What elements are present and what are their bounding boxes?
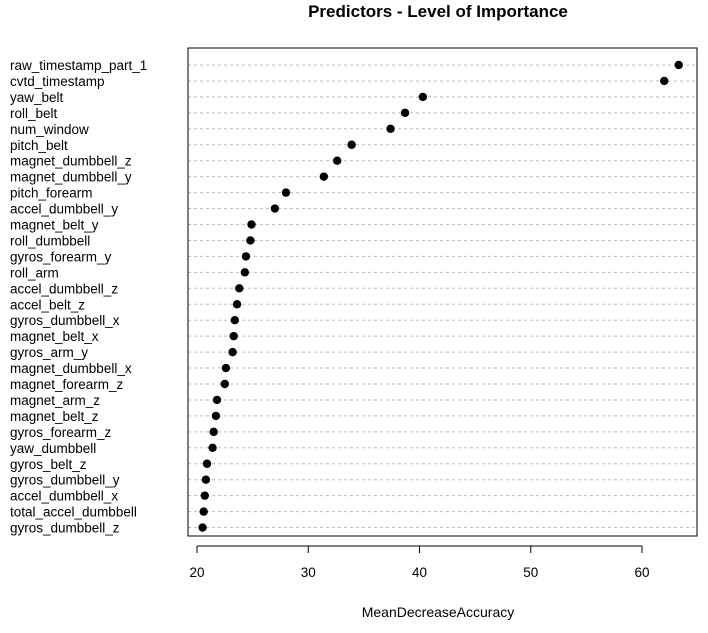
data-point (247, 220, 256, 229)
data-point (660, 76, 669, 86)
data-point (332, 156, 342, 165)
category-label: pitch_belt (10, 138, 68, 153)
data-point (240, 268, 250, 277)
category-label: roll_dumbbell (10, 233, 90, 248)
x-tick-label: 50 (523, 565, 538, 580)
category-label: roll_belt (10, 106, 58, 121)
category-label: yaw_dumbbell (10, 441, 96, 456)
category-label: magnet_dumbbell_x (10, 361, 132, 376)
data-point (319, 172, 329, 181)
x-axis: 20 30 40 50 60 (189, 545, 650, 580)
data-point (198, 523, 207, 532)
data-point (201, 475, 211, 484)
x-tick-label: 30 (301, 565, 316, 580)
data-point (230, 316, 240, 325)
data-point (386, 124, 395, 133)
data-point (400, 108, 410, 118)
data-point (418, 92, 428, 102)
x-tick-label: 60 (634, 565, 649, 580)
data-point (209, 427, 218, 437)
category-label: magnet_forearm_z (10, 377, 124, 392)
chart-title: Predictors - Level of Importance (308, 2, 568, 21)
data-point (674, 60, 683, 70)
data-point (235, 284, 244, 293)
data-point (241, 252, 251, 261)
category-label: accel_dumbbell_x (10, 489, 118, 504)
category-label: gyros_dumbbell_x (10, 313, 120, 328)
plot-frame (187, 47, 698, 537)
data-point (208, 443, 217, 452)
category-label: magnet_dumbbell_y (10, 170, 132, 185)
category-labels: raw_timestamp_part_1cvtd_timestampyaw_be… (10, 58, 147, 536)
category-label: accel_dumbbell_z (10, 281, 118, 296)
data-point (220, 379, 230, 389)
data-point (270, 204, 280, 213)
category-label: raw_timestamp_part_1 (10, 58, 147, 73)
category-label: gyros_forearm_y (10, 249, 112, 264)
data-point (202, 459, 212, 468)
category-label: magnet_dumbbell_z (10, 154, 132, 169)
category-label: cvtd_timestamp (10, 74, 105, 89)
category-label: gyros_arm_y (10, 345, 88, 360)
category-label: accel_belt_z (10, 297, 85, 312)
category-label: magnet_belt_x (10, 329, 99, 344)
x-tick-label: 20 (189, 565, 204, 580)
data-point (211, 411, 221, 421)
data-point (347, 140, 356, 149)
data-point (221, 363, 231, 373)
x-tick-label: 40 (412, 565, 427, 580)
data-points (198, 60, 683, 532)
grid-lines (188, 64, 697, 529)
category-label: yaw_belt (10, 90, 64, 105)
category-label: gyros_dumbbell_y (10, 473, 120, 488)
category-label: magnet_belt_z (10, 409, 99, 424)
category-label: magnet_belt_y (10, 218, 99, 233)
data-point (246, 236, 255, 245)
category-label: magnet_arm_z (10, 393, 100, 408)
data-point (229, 331, 238, 341)
category-label: accel_dumbbell_y (10, 202, 118, 217)
data-point (199, 507, 208, 516)
data-point (281, 188, 291, 197)
category-label: roll_arm (10, 265, 59, 280)
data-point (232, 300, 242, 309)
category-label: gyros_forearm_z (10, 425, 112, 440)
x-axis-label: MeanDecreaseAccuracy (362, 604, 515, 620)
data-point (212, 395, 222, 405)
category-label: pitch_forearm (10, 186, 93, 201)
data-point (228, 347, 237, 357)
data-point (200, 491, 209, 500)
category-label: gyros_dumbbell_z (10, 521, 120, 536)
category-label: gyros_belt_z (10, 457, 87, 472)
category-label: num_window (10, 122, 89, 137)
category-label: total_accel_dumbbell (10, 505, 137, 520)
